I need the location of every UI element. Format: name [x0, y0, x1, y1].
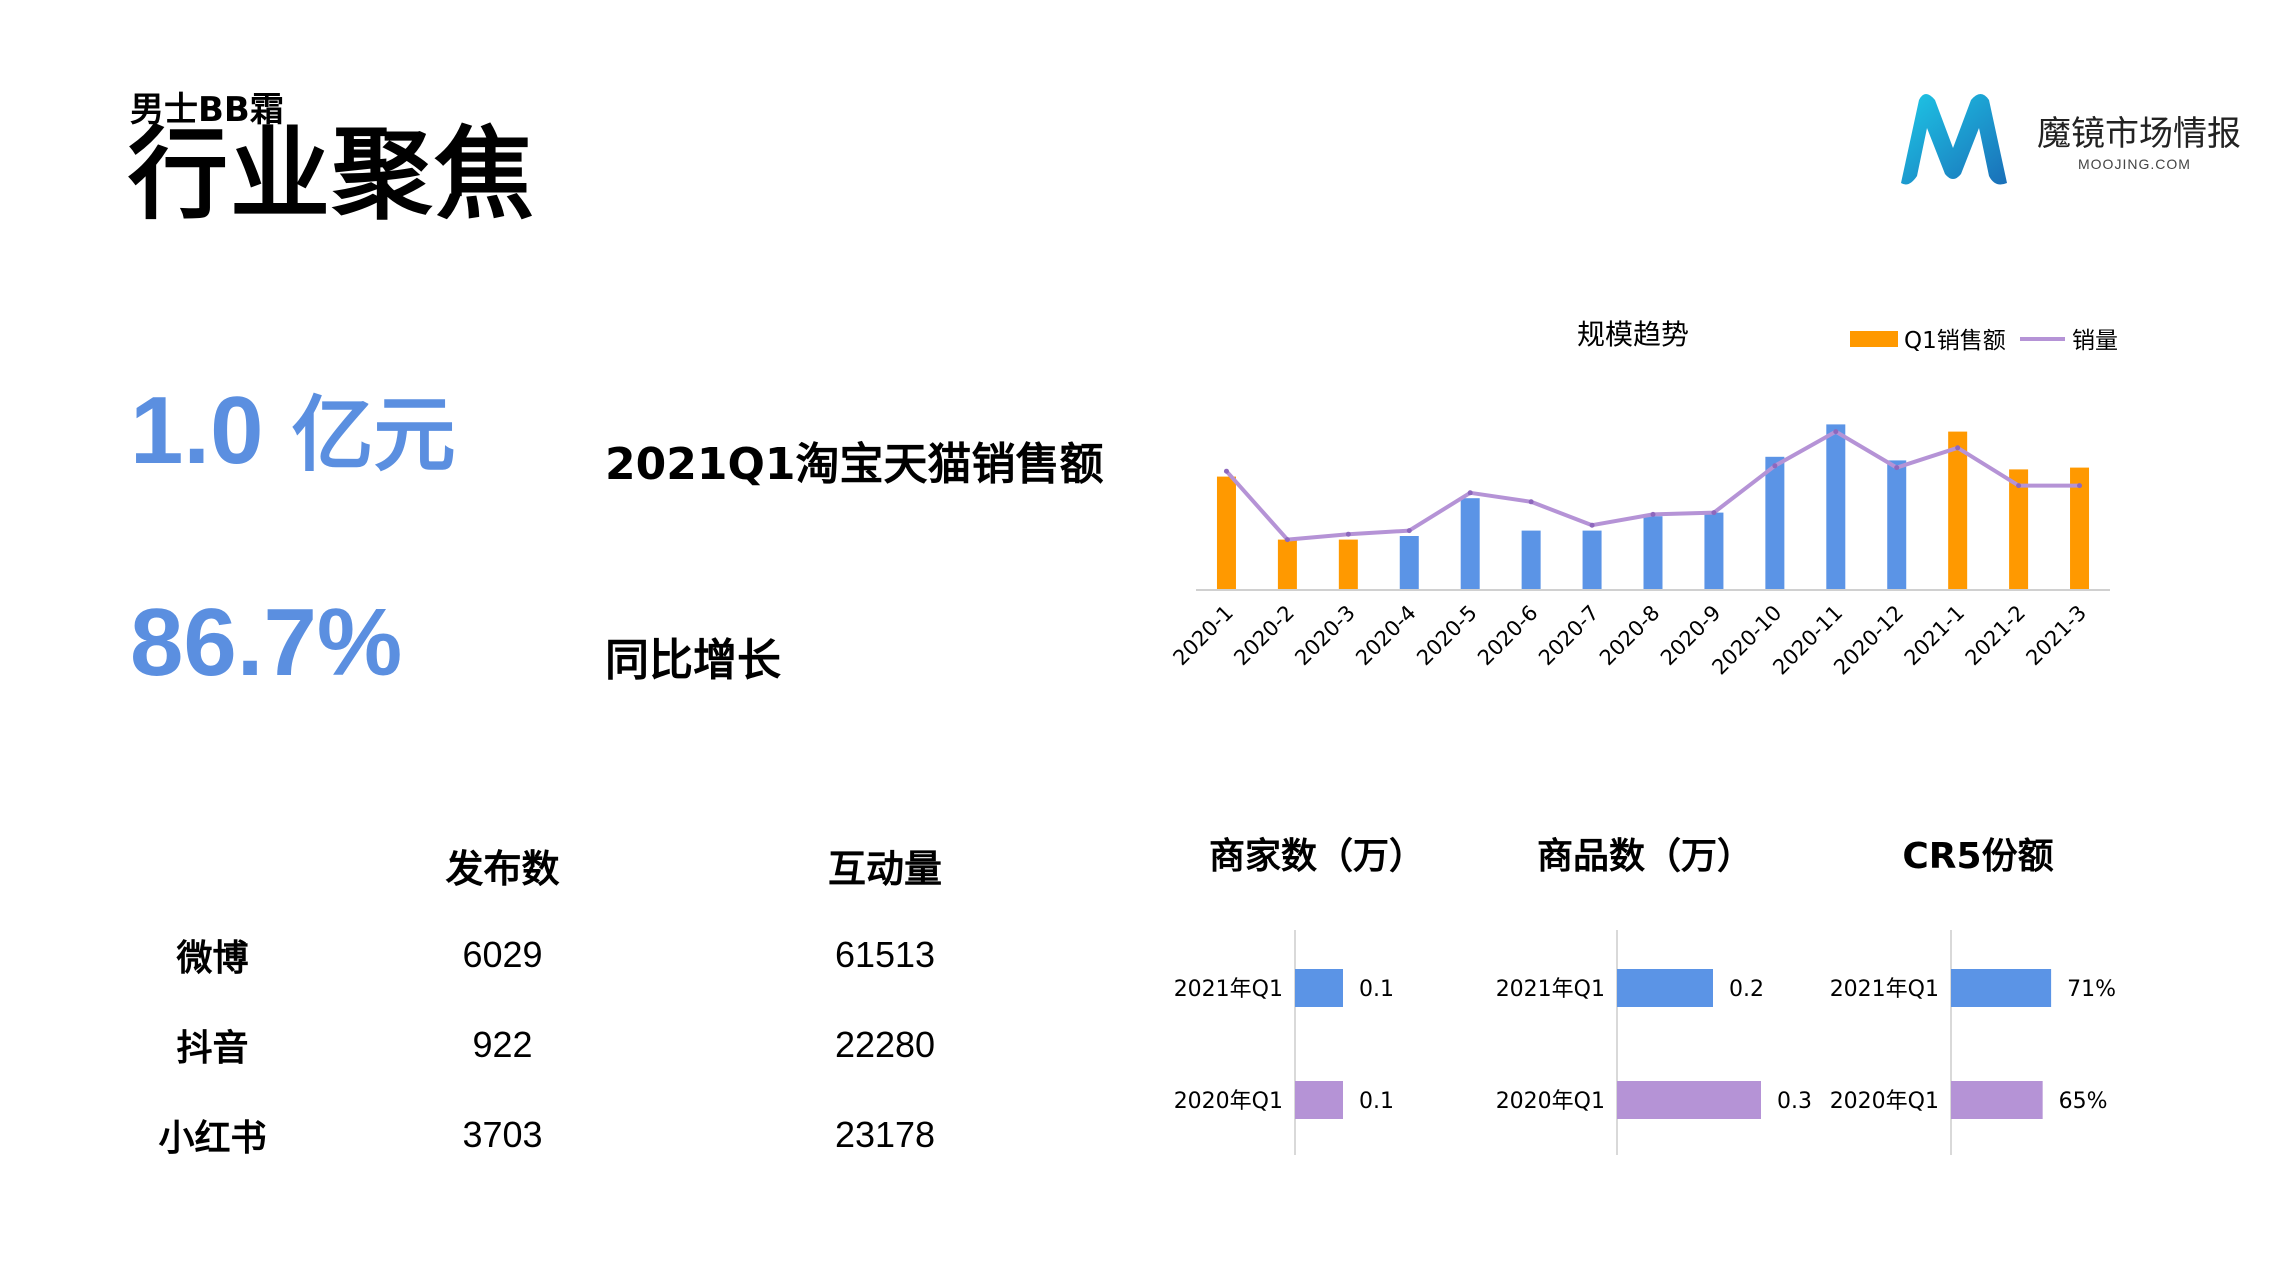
trend-bar: [1216, 476, 1236, 590]
mini-bar-charts: 商家数（万） 2021年Q1 0.1 2020年Q1 0.1 商品数（万） 2021年Q1 0…: [1174, 836, 2116, 1155]
trend-bar: [1765, 456, 1785, 590]
line-point: [1406, 528, 1412, 534]
sales-value: 1.0: [130, 377, 264, 484]
line-point: [1894, 465, 1900, 471]
mini-bar: [1951, 1081, 2043, 1119]
mini-value-label: 71%: [2067, 977, 2116, 1002]
mini-value-label: 65%: [2059, 1089, 2108, 1114]
logo-name: 魔镜市场情报: [2037, 114, 2241, 154]
page-title: 行业聚焦: [128, 116, 536, 233]
x-tick-label: 2020-3: [1290, 601, 1360, 671]
posts-count: 922: [472, 1024, 533, 1065]
line-point: [2016, 483, 2022, 489]
mini-value-label: 0.1: [1359, 1089, 1394, 1114]
x-tick-label: 2021-2: [1961, 601, 2031, 671]
sales-label: 2021Q1淘宝天猫销售额: [605, 439, 1104, 490]
x-tick-label: 2020-8: [1595, 601, 1665, 671]
column-header-posts: 发布数: [445, 846, 560, 891]
mini-category-label: 2020年Q1: [1830, 1089, 1939, 1114]
mini-bar: [1295, 1081, 1343, 1119]
mini-bar: [1295, 969, 1343, 1007]
sales-metric: 1.0 亿元: [130, 368, 455, 487]
interactions-count: 22280: [834, 1024, 936, 1065]
line-point: [1833, 429, 1839, 435]
mini-category-label: 2021年Q1: [1174, 977, 1283, 1002]
line-point: [1955, 445, 1961, 451]
trend-legend: Q1销售额 销量: [1850, 328, 2118, 354]
trend-bar: [2009, 469, 2029, 590]
posts-count: 6029: [462, 934, 543, 975]
line-point: [2077, 483, 2083, 489]
table-row: 抖音 922 22280: [120, 1000, 1070, 1090]
line-point: [1528, 499, 1534, 505]
x-tick-label: 2020-1: [1168, 601, 1238, 671]
interactions-count: 23178: [834, 1114, 936, 1155]
line-point: [1650, 511, 1656, 517]
mini-bar: [1617, 1081, 1761, 1119]
mini-chart-title: 商品数（万）: [1537, 836, 1753, 877]
x-tick-label: 2020-5: [1412, 601, 1482, 671]
mini-category-label: 2020年Q1: [1496, 1089, 1605, 1114]
mini-chart-title: CR5份额: [1902, 836, 2053, 877]
line-point: [1589, 522, 1595, 528]
platform-name: 抖音: [176, 1028, 249, 1069]
x-tick-label: 2021-3: [2021, 601, 2091, 671]
mini-category-label: 2021年Q1: [1830, 977, 1939, 1002]
mini-category-label: 2020年Q1: [1174, 1089, 1283, 1114]
trend-bar: [1338, 539, 1358, 590]
x-tick-label: 2020-4: [1351, 601, 1421, 671]
mini-value-label: 0.3: [1777, 1089, 1812, 1114]
interactions-count: 61513: [834, 934, 936, 975]
column-header: [120, 820, 305, 910]
social-stats-table: 发布数 互动量 微博 6029 61513 抖音 922 22280 小红书 3…: [120, 820, 1070, 1180]
platform-name: 小红书: [158, 1118, 267, 1159]
logo-domain: MOOJING.COM: [2078, 156, 2191, 172]
trend-bar: [1582, 530, 1602, 590]
line-point: [1284, 537, 1290, 543]
legend-label-bar: Q1销售额: [1904, 328, 2006, 354]
trend-bar: [1521, 530, 1541, 590]
mini-bar: [1951, 969, 2052, 1007]
x-tick-label: 2020-6: [1473, 601, 1543, 671]
trend-bar: [1887, 460, 1907, 590]
posts-count: 3703: [462, 1114, 543, 1155]
table-row: 微博 6029 61513: [120, 910, 1070, 1000]
mini-category-label: 2021年Q1: [1496, 977, 1605, 1002]
trend-bar: [1460, 498, 1480, 590]
growth-metric: 86.7%: [130, 588, 402, 698]
growth-value: 86.7%: [130, 589, 403, 696]
line-point: [1772, 463, 1778, 469]
moojing-logo-icon: [1901, 94, 2007, 185]
mini-value-label: 0.2: [1729, 977, 1764, 1002]
table-row: 小红书 3703 23178: [120, 1090, 1070, 1180]
x-tick-label: 2020-7: [1534, 601, 1604, 671]
column-header-interactions: 互动量: [827, 846, 942, 891]
line-point: [1467, 490, 1473, 496]
mini-value-label: 0.1: [1359, 977, 1394, 1002]
trend-bar: [1277, 539, 1297, 590]
line-point: [1223, 468, 1229, 474]
legend-swatch-bar: [1850, 331, 1898, 347]
x-tick-label: 2021-1: [1900, 601, 1970, 671]
line-point: [1711, 510, 1717, 516]
platform-name: 微博: [176, 938, 249, 979]
page-subtitle: 男士BB霜: [130, 90, 284, 130]
trend-chart-title: 规模趋势: [1577, 318, 1689, 351]
sales-unit: 亿元: [291, 390, 456, 481]
mini-chart-title: 商家数（万）: [1209, 836, 1425, 877]
legend-label-line: 销量: [2072, 328, 2118, 354]
trend-bar: [1948, 431, 1968, 590]
trend-bar: [1399, 536, 1419, 590]
x-tick-label: 2020-2: [1229, 601, 1299, 671]
line-point: [1345, 531, 1351, 537]
trend-bar: [1826, 424, 1846, 590]
trend-bar: [1704, 512, 1724, 590]
mini-bar: [1617, 969, 1713, 1007]
table-header-row: 发布数 互动量: [120, 820, 1070, 910]
trend-bar: [2070, 467, 2090, 590]
growth-label: 同比增长: [605, 635, 781, 686]
trend-bar: [1643, 516, 1663, 590]
trend-chart: 规模趋势 Q1销售额 销量 2020-12020-22020-32020-420…: [1168, 318, 2118, 680]
